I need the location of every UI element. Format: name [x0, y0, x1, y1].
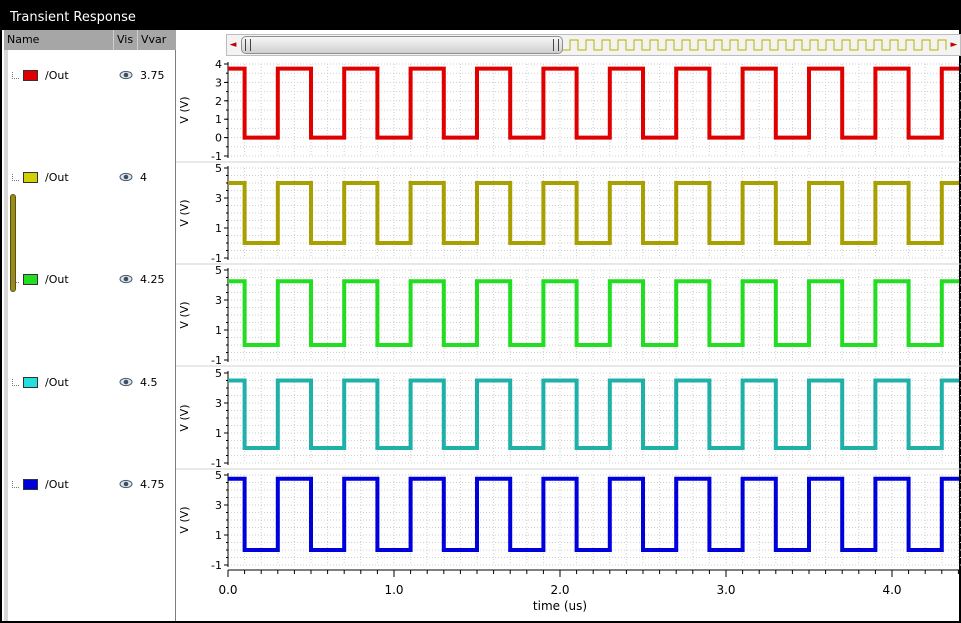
- y-axis-label: V (V): [178, 404, 191, 431]
- waveform-plot-area: 4 3 2 1 0 -1 V (V) 5 3 1 -1 V (V) 5 3 1 -1 V (V) 5 3 1 -1 V (…: [176, 58, 961, 613]
- tree-connector: [12, 72, 19, 79]
- tree-connector: [12, 276, 19, 283]
- x-axis-label: time (us): [533, 599, 587, 613]
- subplot: 5 3 1 -1 V (V): [176, 162, 961, 265]
- signal-name: /Out: [45, 478, 69, 491]
- y-axis-label: V (V): [178, 96, 191, 123]
- waveform-trace[interactable]: [228, 66, 959, 140]
- y-axis-label: V (V): [178, 506, 191, 533]
- legend-row[interactable]: /Out 4.75: [4, 475, 176, 495]
- y-tick-label: 3: [215, 397, 222, 410]
- y-tick-label: 3: [215, 192, 222, 205]
- x-tick-label: 0.0: [218, 583, 237, 597]
- visibility-eye-icon[interactable]: [119, 376, 133, 388]
- x-tick-label: 3.0: [716, 583, 735, 597]
- vvar-value: 4.75: [140, 478, 165, 491]
- y-axis-label: V (V): [178, 301, 191, 328]
- vvar-value: 4.25: [140, 273, 165, 286]
- legend-row[interactable]: /Out 4.5: [4, 373, 176, 393]
- y-tick-label: 1: [215, 427, 222, 440]
- window-title: Transient Response: [2, 8, 959, 28]
- y-tick-label: 5: [215, 162, 222, 175]
- y-tick-label: 1: [215, 529, 222, 542]
- scroll-thumb[interactable]: [241, 36, 563, 54]
- subplot: 5 3 1 -1 V (V): [178, 469, 961, 572]
- subplot: 4 3 2 1 0 -1 V (V): [176, 58, 961, 163]
- tree-connector: [12, 481, 19, 488]
- y-tick-label: 5: [215, 469, 222, 482]
- y-tick-label: 1: [215, 113, 222, 126]
- y-tick-label: 3: [215, 294, 222, 307]
- tree-connector: [12, 174, 19, 181]
- column-header-name[interactable]: Name: [4, 30, 114, 50]
- y-tick-label: 3: [215, 499, 222, 512]
- signal-name: /Out: [45, 273, 69, 286]
- waveform-trace[interactable]: [228, 279, 959, 347]
- y-tick-label: -1: [211, 354, 222, 367]
- thumb-left-grip-icon[interactable]: [245, 39, 251, 51]
- series-color-swatch: [23, 479, 38, 490]
- subplot: 5 3 1 -1 V (V): [176, 264, 961, 367]
- vvar-value: 3.75: [140, 69, 165, 82]
- y-tick-label: -1: [211, 252, 222, 265]
- column-header-vis[interactable]: Vis: [114, 30, 138, 50]
- y-tick-label: 2: [215, 95, 222, 108]
- waveform-trace[interactable]: [228, 181, 959, 245]
- legend-row[interactable]: /Out 4.25: [4, 270, 176, 290]
- series-color-swatch: [23, 172, 38, 183]
- y-axis-label: V (V): [178, 199, 191, 226]
- y-tick-label: -1: [211, 457, 222, 470]
- signal-name: /Out: [45, 376, 69, 389]
- y-tick-label: -1: [211, 559, 222, 572]
- series-color-swatch: [23, 274, 38, 285]
- visibility-eye-icon[interactable]: [119, 171, 133, 183]
- series-color-swatch: [23, 377, 38, 388]
- y-tick-label: 3: [215, 76, 222, 89]
- scroll-right-arrow-icon[interactable]: ►: [950, 40, 958, 50]
- legend-scroll-thumb[interactable]: [10, 194, 16, 292]
- x-tick-label: 2.0: [550, 583, 569, 597]
- tree-connector: [12, 379, 19, 386]
- horizontal-zoom-scrollbar[interactable]: ◄ ►: [226, 34, 961, 56]
- subplot: 5 3 1 -1 V (V): [176, 367, 961, 470]
- legend-row[interactable]: /Out 4: [4, 168, 176, 188]
- signal-name: /Out: [45, 171, 69, 184]
- waveform-trace[interactable]: [228, 378, 959, 450]
- scroll-left-arrow-icon[interactable]: ◄: [229, 40, 237, 50]
- y-tick-label: 0: [215, 132, 222, 145]
- visibility-eye-icon[interactable]: [119, 478, 133, 490]
- sidebar-edge: [4, 30, 8, 621]
- waveform-trace[interactable]: [228, 476, 959, 552]
- column-header-vvar[interactable]: Vvar: [141, 33, 167, 46]
- x-tick-label: 1.0: [384, 583, 403, 597]
- y-tick-label: 4: [215, 58, 222, 71]
- y-tick-label: 5: [215, 367, 222, 380]
- signal-name: /Out: [45, 69, 69, 82]
- legend-row[interactable]: /Out 3.75: [4, 66, 176, 86]
- y-tick-label: -1: [211, 150, 222, 163]
- vvar-value: 4: [140, 171, 147, 184]
- x-tick-label: 4.0: [882, 583, 901, 597]
- visibility-eye-icon[interactable]: [119, 273, 133, 285]
- y-tick-label: 1: [215, 324, 222, 337]
- legend-header: Name Vis Vvar: [4, 30, 176, 50]
- thumb-right-grip-icon[interactable]: [553, 39, 559, 51]
- y-tick-label: 5: [215, 264, 222, 277]
- legend-sidebar: Name Vis Vvar /Out 3.75 /Out 4 /Out 4.25: [4, 30, 176, 621]
- y-tick-label: 1: [215, 222, 222, 235]
- series-color-swatch: [23, 70, 38, 81]
- vvar-value: 4.5: [140, 376, 158, 389]
- visibility-eye-icon[interactable]: [119, 69, 133, 81]
